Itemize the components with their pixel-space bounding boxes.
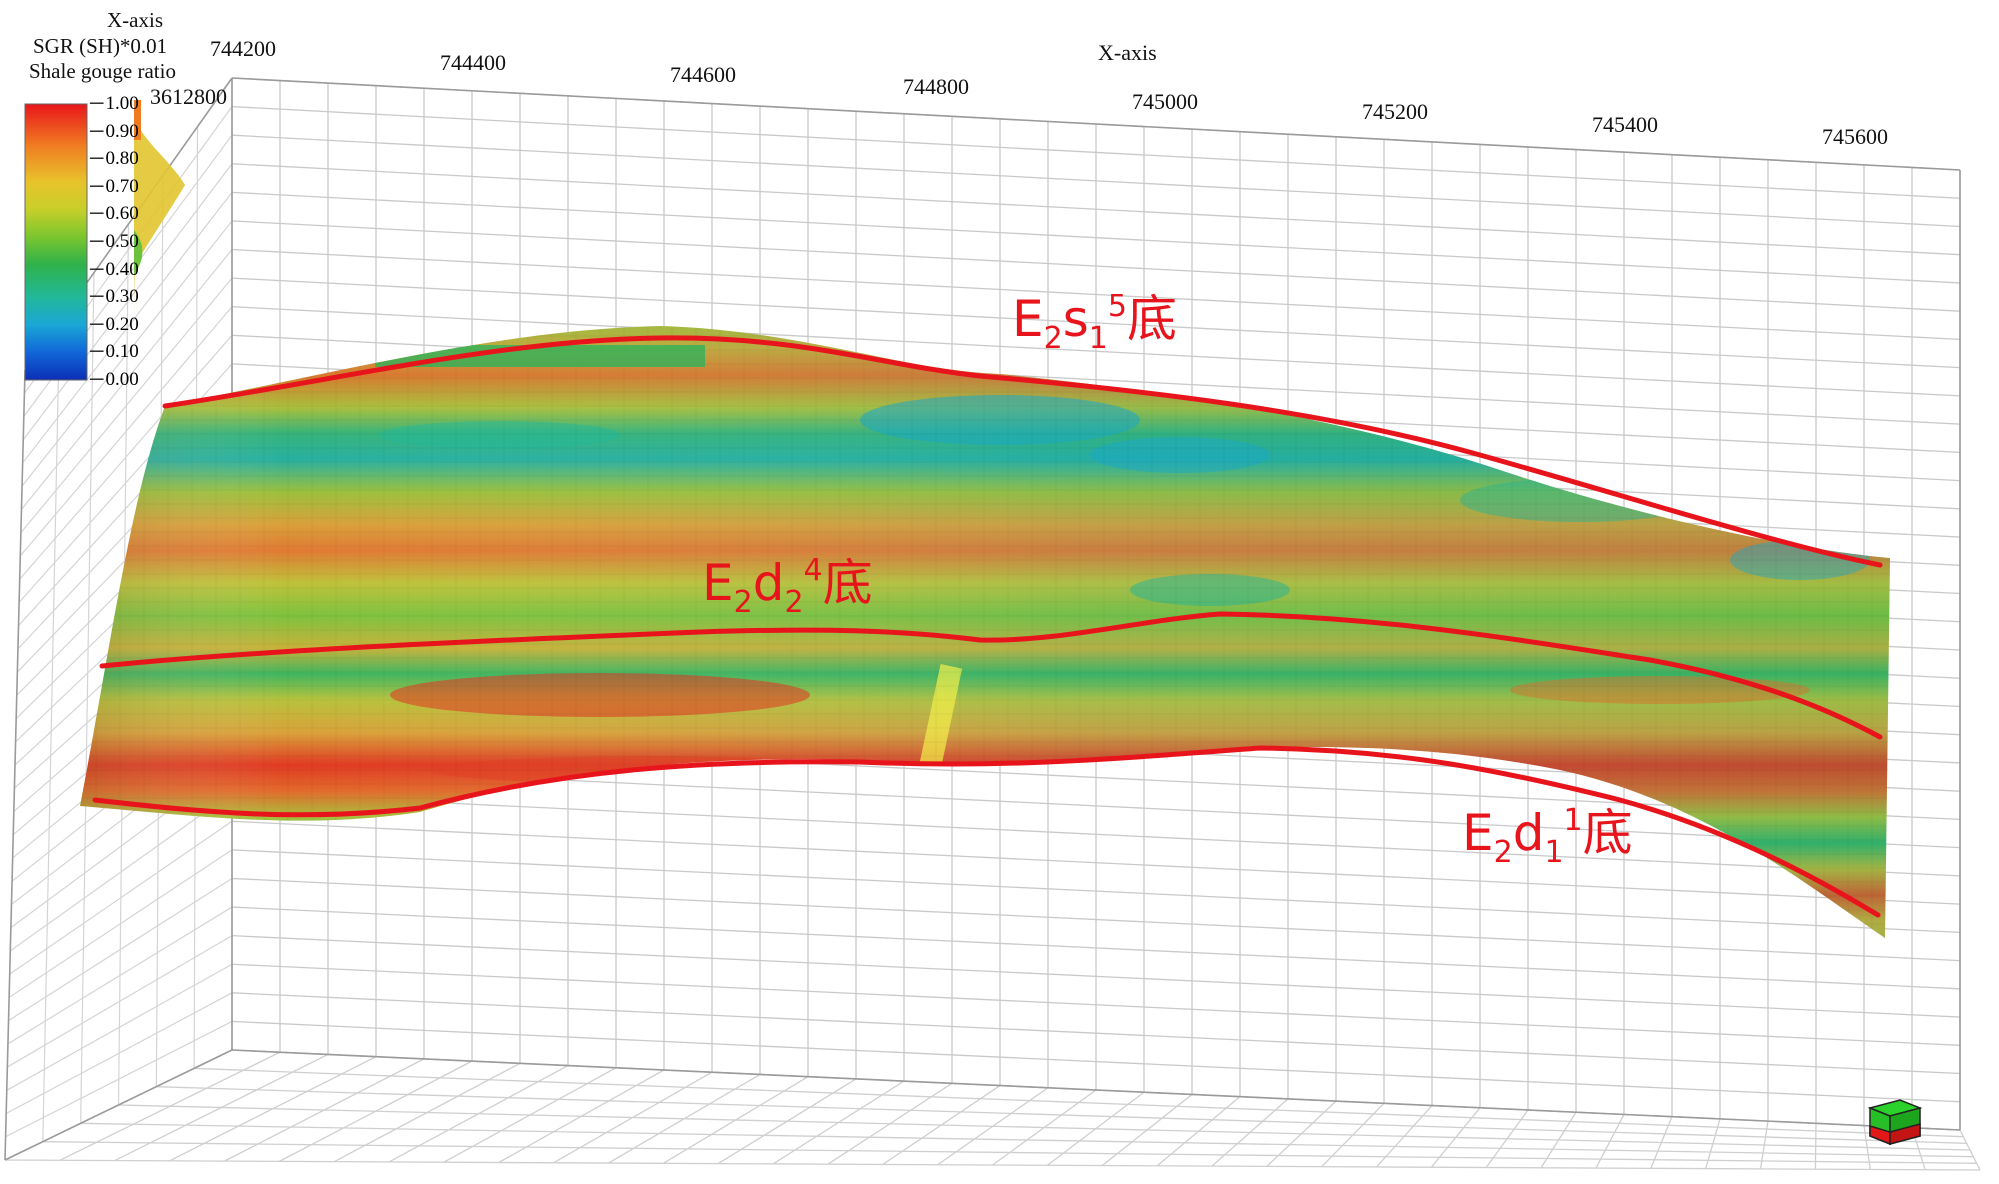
legend-title-property: SGR (SH)*0.01 xyxy=(33,34,168,58)
x-axis-label: X-axis xyxy=(1098,40,1157,65)
x-tick-744600: 744600 xyxy=(670,62,736,87)
horizon-label-e2s1-5: E2s15底 xyxy=(1012,289,1177,356)
orientation-cube-icon xyxy=(1867,1099,1923,1146)
colorbar-tick-label: 0.10 xyxy=(90,342,138,361)
legend-title-name: Shale gouge ratio xyxy=(29,59,176,83)
colorbar-tick-label: 0.30 xyxy=(90,287,138,306)
colorbar-tick-label: 0.70 xyxy=(90,177,138,196)
floor-grid xyxy=(4,1049,1981,1171)
colorbar-tick-label: 0.60 xyxy=(90,204,138,223)
legend-title-axis: X-axis xyxy=(107,8,163,32)
colorbar-histogram xyxy=(134,120,185,335)
horizon-line-e2d2-4 xyxy=(99,611,1883,740)
x-tick-745400: 745400 xyxy=(1592,112,1658,137)
horizon-lines xyxy=(92,335,1883,918)
colorbar-tick-label: 0.90 xyxy=(90,122,138,141)
colorbar xyxy=(24,100,185,381)
x-tick-744200: 744200 xyxy=(210,36,276,61)
colorbar-tick-label: 0.20 xyxy=(90,315,138,334)
x-tick-744800: 744800 xyxy=(903,74,969,99)
horizon-label-e2d2-4: E2d24底 xyxy=(702,553,873,620)
colorbar-tick-label: 0.40 xyxy=(90,260,138,279)
x-tick-745600: 745600 xyxy=(1822,124,1888,149)
x-tick-744400: 744400 xyxy=(440,50,506,75)
colorbar-tick-label: 0.00 xyxy=(90,370,138,389)
horizon-line-e2s1-5 xyxy=(162,335,1883,568)
horizon-line-e2d1-1 xyxy=(92,745,1881,918)
colorbar-tick-label: 1.00 xyxy=(90,94,138,113)
colorbar-tick-label: 0.80 xyxy=(90,149,138,168)
x-tick-745000: 745000 xyxy=(1132,89,1198,114)
x-tick-745200: 745200 xyxy=(1362,99,1428,124)
horizon-label-e2d1-1: E2d11底 xyxy=(1462,803,1633,870)
y-tick-3612800: 3612800 xyxy=(150,84,227,109)
colorbar-tick-label: 0.50 xyxy=(90,232,138,251)
